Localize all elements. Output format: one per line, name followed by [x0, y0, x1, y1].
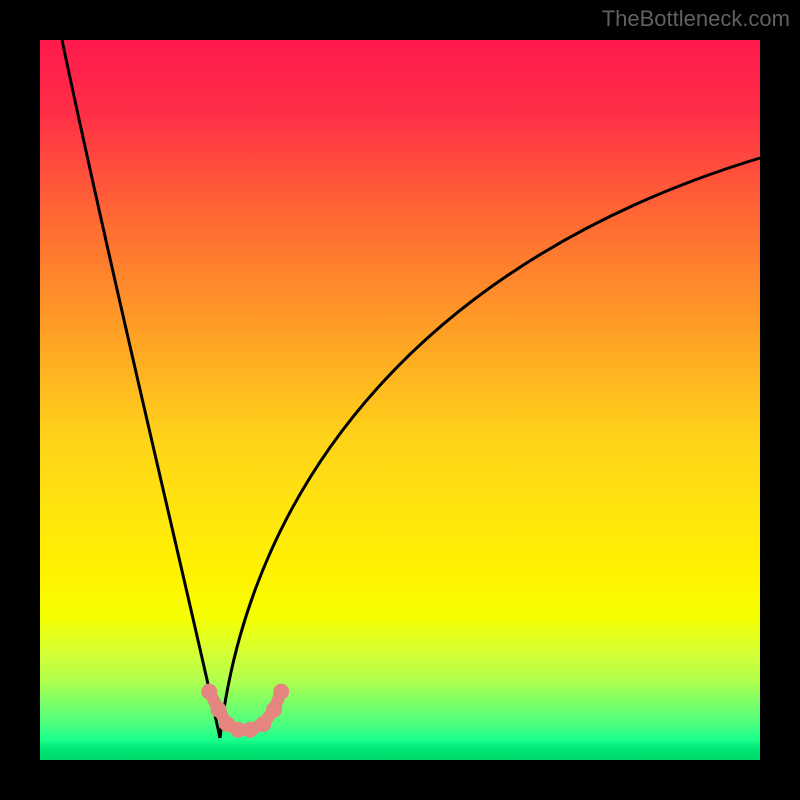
chart-plot-area	[40, 40, 760, 760]
highlight-dot	[201, 684, 217, 700]
highlight-dot	[266, 702, 282, 718]
highlight-dot	[255, 716, 271, 732]
bottleneck-chart	[0, 0, 800, 800]
highlight-dot	[211, 702, 227, 718]
highlight-dot	[273, 684, 289, 700]
watermark-text: TheBottleneck.com	[602, 6, 790, 32]
